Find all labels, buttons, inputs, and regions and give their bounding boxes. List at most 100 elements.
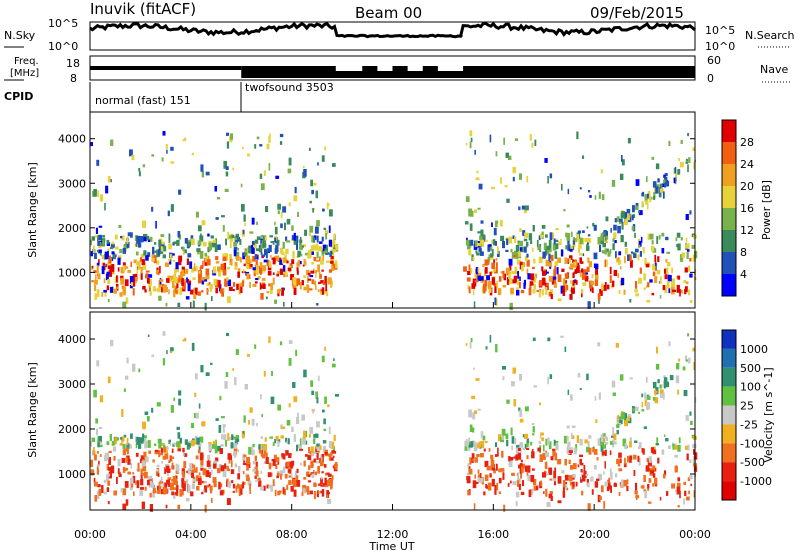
velocity-echo-cell-1351 (221, 434, 224, 440)
velocity-echo-cell-1078 (206, 460, 211, 467)
power-echo-cell-1090 (643, 273, 646, 281)
velocity-echo-cell-810 (258, 446, 263, 450)
velocity-echo-cell-1470 (567, 441, 571, 447)
power-echo-cell-675 (582, 155, 585, 159)
velocity-echo-cell-1426 (692, 444, 697, 449)
velocity-echo-cell-1122 (277, 441, 280, 447)
velocity-echo-cell-414 (198, 445, 201, 450)
velocity-echo-cell-532 (191, 483, 195, 490)
velocity-echo-cell-584 (162, 331, 166, 336)
power-echo-cell-773 (91, 265, 94, 269)
velocity-echo-cell-1256 (93, 446, 95, 455)
power-echo-cell-405 (147, 252, 151, 257)
power-echo-cell-1230 (548, 292, 553, 297)
velocity-echo-cell-754 (307, 455, 312, 460)
power-echo-cell-1403 (553, 238, 556, 245)
power-echo-cell-731 (204, 252, 207, 257)
power-echo-cell-1168 (267, 270, 272, 276)
power-echo-cell-448 (640, 236, 643, 243)
power-echo-cell-1405 (165, 262, 169, 267)
power-echo-cell-498 (543, 242, 547, 251)
power-echo-cell-357 (553, 282, 557, 288)
velocity-echo-cell-492 (683, 390, 688, 397)
power-echo-cell-184 (662, 285, 666, 291)
power-echo-cell-1196 (579, 237, 583, 245)
velocity-echo-cell-1168 (279, 341, 283, 346)
velocity-echo-cell-1254 (562, 480, 566, 488)
power-echo-cell-1093 (215, 256, 219, 261)
power-echo-cell-746 (274, 248, 278, 254)
power-echo-cell-1152 (570, 263, 574, 269)
power-echo-cell-1485 (562, 278, 566, 286)
velocity-echo-cell-242 (184, 453, 188, 457)
power-echo-cell-445 (468, 249, 472, 256)
power-echo-cell-953 (280, 223, 283, 229)
power-echo-cell-853 (321, 269, 324, 272)
velocity-echo-cell-1392 (171, 448, 174, 453)
power-echo-cell-1487 (93, 245, 95, 254)
power-echo-cell-986 (96, 249, 99, 253)
velocity-echo-cell-256 (195, 475, 199, 482)
power-echo-cell-116 (472, 289, 475, 296)
velocity-echo-cell-637 (326, 453, 330, 457)
velocity-echo-cell-1318 (648, 478, 652, 483)
velocity-echo-cell-550 (209, 472, 211, 478)
velocity-echo-cell-551 (90, 469, 95, 476)
power-echo-cell-227 (261, 278, 266, 281)
power-echo-cell-1065 (663, 174, 666, 178)
power-echo-cell-1101 (145, 255, 149, 261)
power-echo-cell-1350 (620, 277, 625, 285)
power-echo-cell-910 (186, 277, 188, 283)
velocity-echo-cell-1052 (185, 498, 190, 502)
velocity-echo-cell-501 (580, 477, 583, 483)
power-echo-cell-590 (283, 270, 287, 274)
power-echo-cell-879 (257, 276, 261, 279)
power-echo-cell-468 (626, 208, 631, 214)
velocity-echo-cell-1381 (171, 462, 174, 469)
velocity-echo-cell-608 (122, 488, 127, 496)
velocity-echo-cell-1308 (281, 426, 286, 429)
power-echo-cell-1265 (319, 256, 321, 262)
power-echo-cell-457 (599, 289, 603, 296)
velocity-echo-cell-329 (614, 473, 618, 478)
power-echo-cell-1242 (687, 243, 690, 250)
nsky-tick-bottom: 10^0 (48, 40, 78, 53)
velocity-echo-cell-656 (321, 453, 325, 458)
velocity-echo-cell-795 (106, 441, 110, 446)
power-echo-cell-667 (197, 225, 202, 232)
power-echo-cell-760 (467, 284, 470, 289)
velocity-echo-cell-1355 (467, 490, 470, 496)
power-echo-cell-1252 (303, 259, 306, 265)
power-echo-cell-624 (316, 303, 319, 306)
power-echo-cell-458 (320, 280, 324, 284)
power-echo-cell-822 (606, 284, 610, 290)
velocity-echo-cell-878 (604, 461, 606, 469)
power-echo-cell-75 (239, 257, 242, 263)
power-echo-cell-655 (535, 273, 538, 279)
power-echo-cell-932 (624, 241, 627, 247)
power-echo-cell-1194 (517, 270, 519, 279)
velocity-echo-cell-849 (200, 466, 204, 471)
velocity-echo-cell-232 (652, 483, 655, 487)
velocity-echo-cell-1229 (491, 478, 495, 487)
velocity-echo-cell-970 (288, 403, 291, 408)
velocity-echo-cell-1317 (310, 460, 314, 468)
velocity-echo-cell-506 (609, 441, 614, 445)
power-echo-cell-293 (673, 168, 676, 174)
power-echo-cell-21 (573, 238, 577, 243)
velocity-echo-cell-416 (326, 472, 330, 475)
velocity-echo-cell-1471 (140, 487, 144, 490)
power-echo-cell-1327 (600, 233, 604, 241)
velocity-echo-cell-1363 (219, 448, 223, 454)
power-echo-cell-39 (684, 267, 688, 273)
velocity-echo-cell-1302 (508, 456, 511, 462)
power-echo-cell-212 (656, 269, 661, 275)
velocity-echo-cell-1388 (547, 337, 551, 342)
power-echo-cell-917 (641, 200, 644, 207)
velocity-echo-cell-1489 (275, 436, 279, 441)
power-echo-cell-1080 (200, 265, 204, 270)
power-echo-cell-379 (590, 281, 594, 285)
power-echo-cell-726 (265, 296, 268, 300)
velocity-echo-cell-1071 (483, 491, 486, 496)
power-echo-cell-1006 (96, 159, 100, 166)
